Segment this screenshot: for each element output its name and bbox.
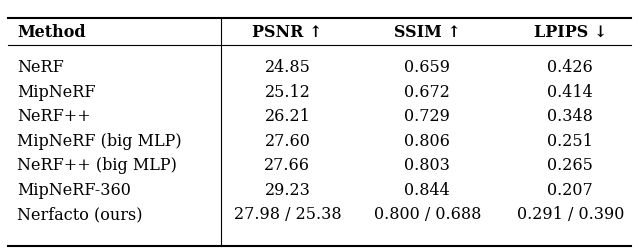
- Text: 27.66: 27.66: [264, 157, 310, 174]
- Text: NeRF: NeRF: [17, 59, 64, 76]
- Text: 0.844: 0.844: [404, 181, 450, 198]
- Text: 0.414: 0.414: [547, 83, 593, 100]
- Text: 25.12: 25.12: [264, 83, 310, 100]
- Text: MipNeRF (big MLP): MipNeRF (big MLP): [17, 132, 182, 149]
- Text: 0.207: 0.207: [547, 181, 593, 198]
- Text: 0.348: 0.348: [547, 108, 593, 125]
- Text: Nerfacto (ours): Nerfacto (ours): [17, 206, 143, 223]
- Text: PSNR ↑: PSNR ↑: [252, 24, 323, 41]
- Text: 24.85: 24.85: [264, 59, 310, 76]
- Text: 0.800 / 0.688: 0.800 / 0.688: [374, 206, 481, 223]
- Text: SSIM ↑: SSIM ↑: [394, 24, 461, 41]
- Text: 0.806: 0.806: [404, 132, 450, 149]
- Text: 0.251: 0.251: [547, 132, 593, 149]
- Text: 0.426: 0.426: [547, 59, 593, 76]
- Text: 27.60: 27.60: [264, 132, 310, 149]
- Text: MipNeRF-360: MipNeRF-360: [17, 181, 131, 198]
- Text: 0.659: 0.659: [404, 59, 451, 76]
- Text: 27.98 / 25.38: 27.98 / 25.38: [234, 206, 341, 223]
- Text: NeRF++ (big MLP): NeRF++ (big MLP): [17, 157, 177, 174]
- Text: 0.672: 0.672: [404, 83, 450, 100]
- Text: NeRF++: NeRF++: [17, 108, 91, 125]
- Text: 0.265: 0.265: [547, 157, 593, 174]
- Text: 29.23: 29.23: [264, 181, 310, 198]
- Text: MipNeRF: MipNeRF: [17, 83, 96, 100]
- Text: 26.21: 26.21: [264, 108, 310, 125]
- Text: LPIPS ↓: LPIPS ↓: [534, 24, 607, 41]
- Text: Method: Method: [17, 24, 86, 41]
- Text: 0.803: 0.803: [404, 157, 450, 174]
- Text: 0.729: 0.729: [404, 108, 450, 125]
- Text: 0.291 / 0.390: 0.291 / 0.390: [516, 206, 624, 223]
